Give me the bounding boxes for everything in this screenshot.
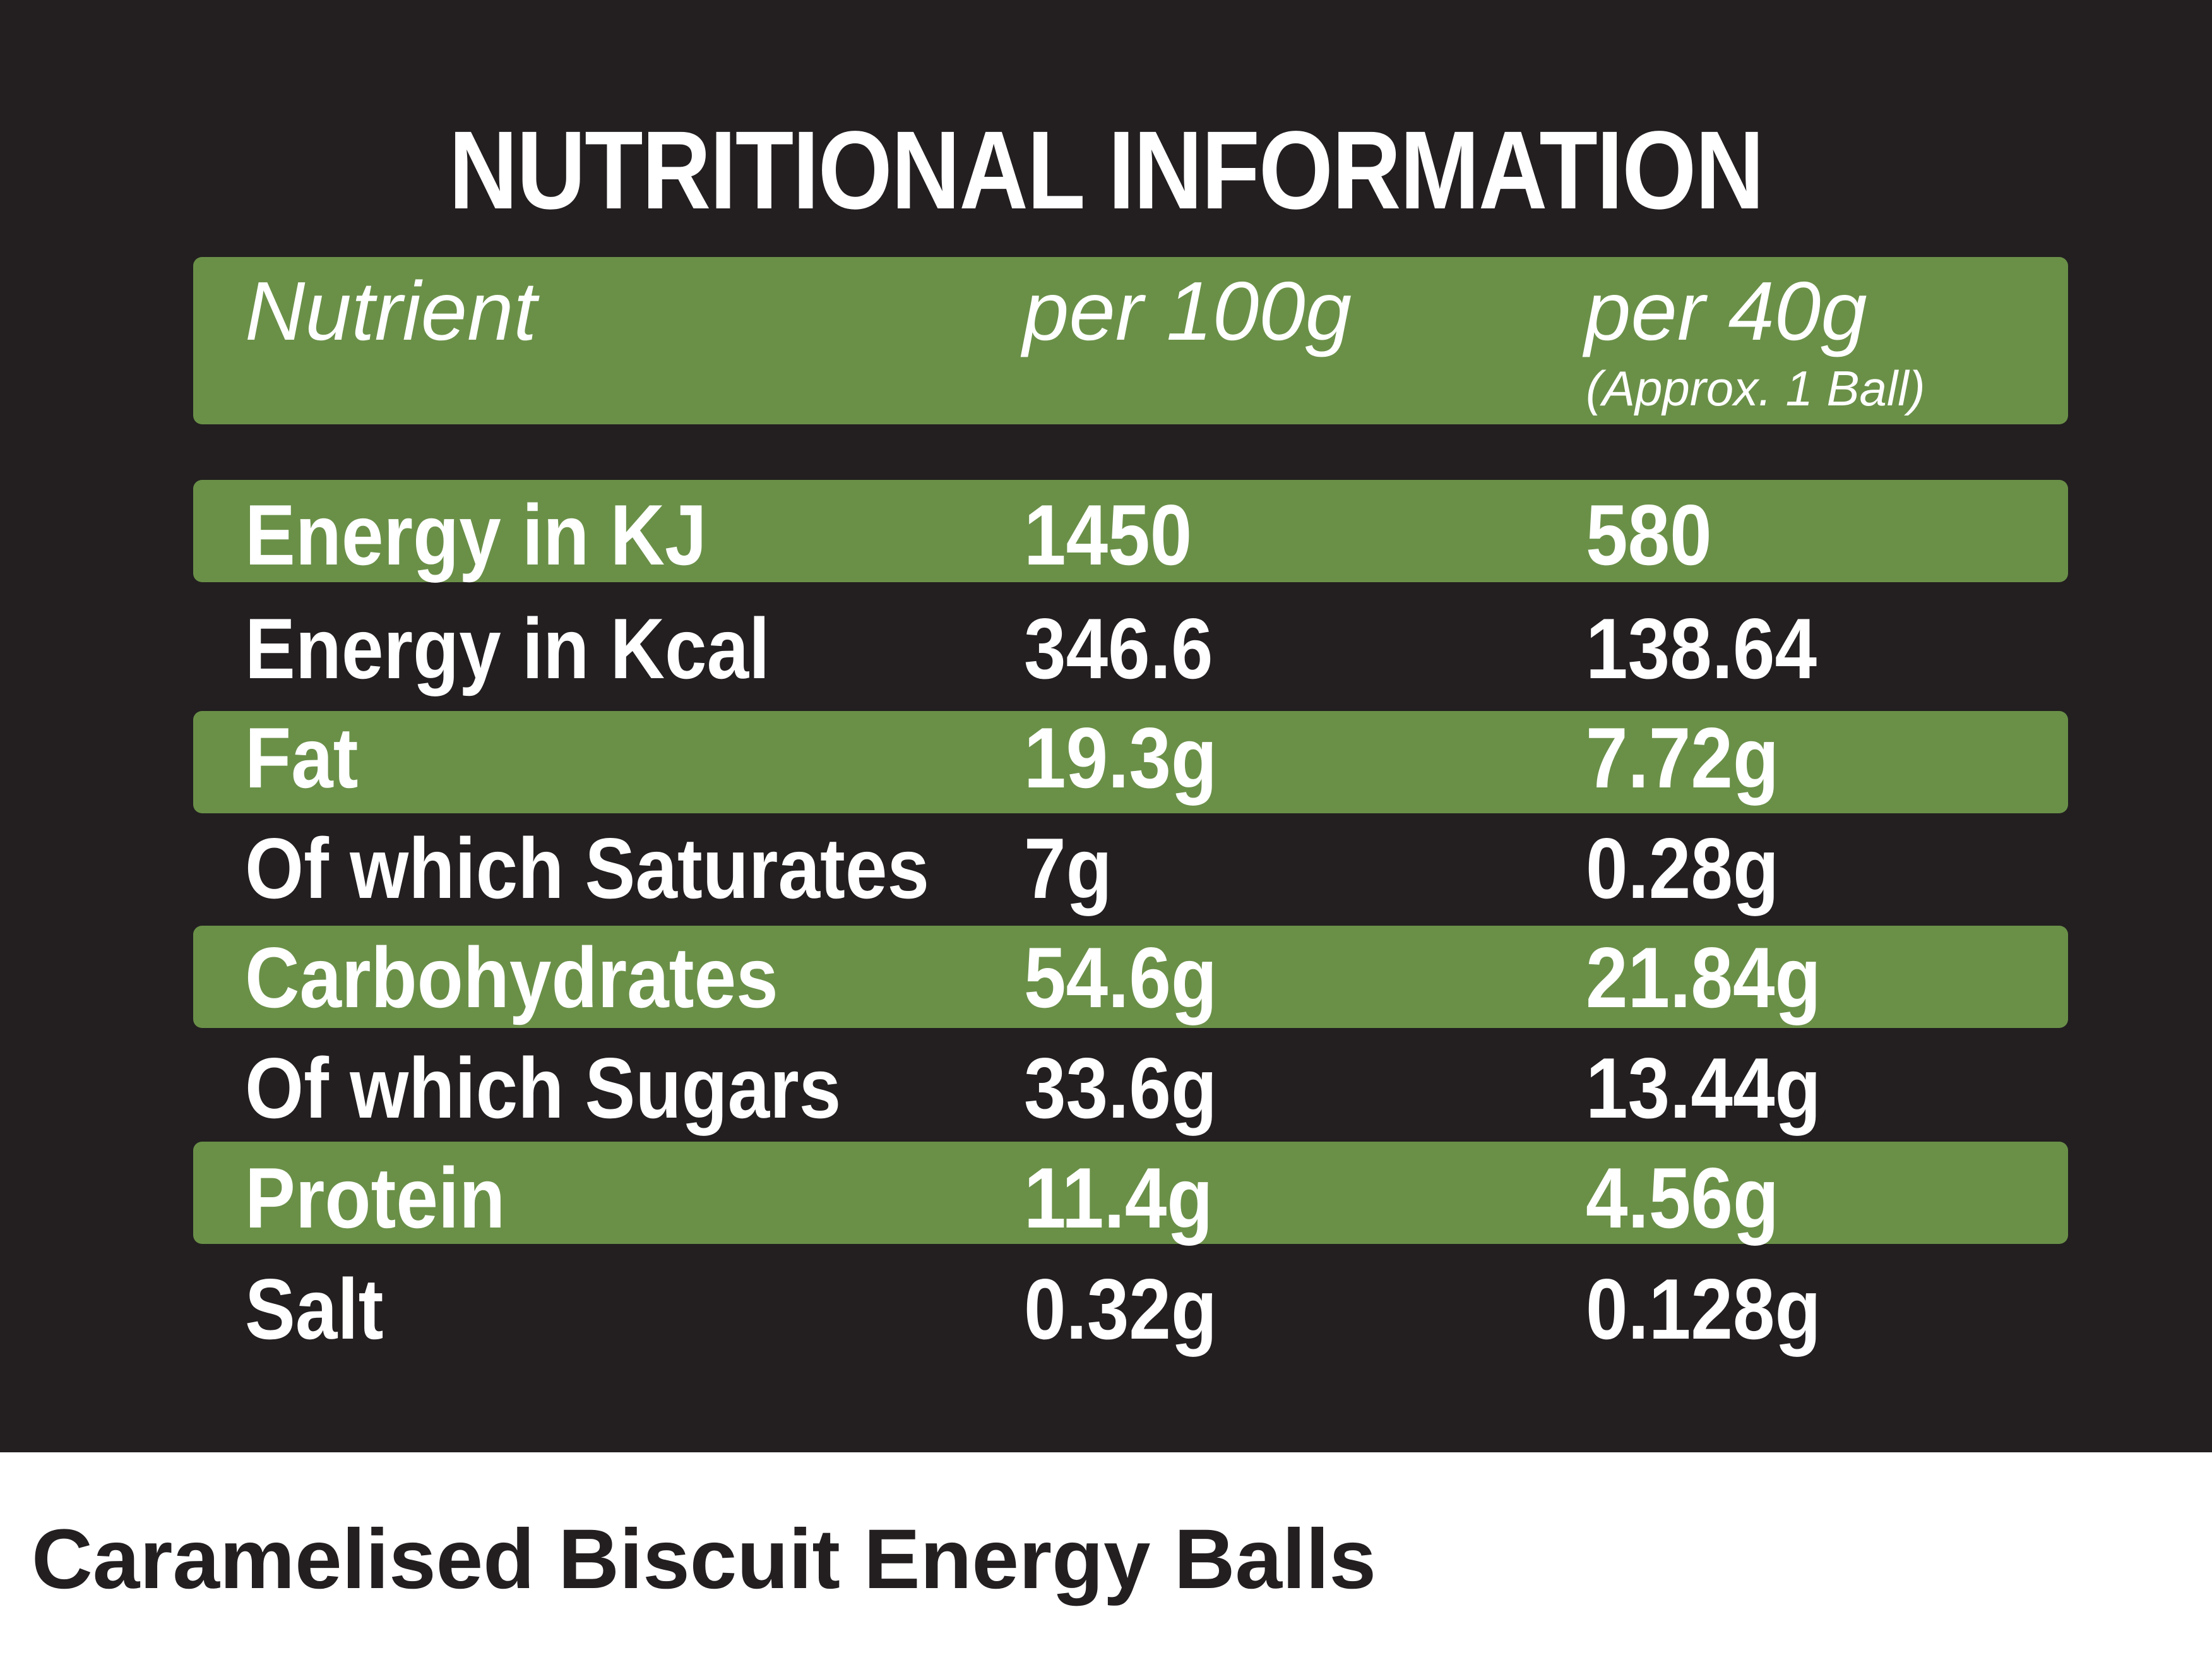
value-per-100g: 54.6g xyxy=(1024,929,1218,1025)
header-per-100g: per 100g xyxy=(1023,265,1352,357)
value-per-100g: 33.6g xyxy=(1024,1040,1218,1136)
header-nutrient: Nutrient xyxy=(245,265,537,357)
panel-title: NUTRITIONAL INFORMATION xyxy=(448,109,1764,232)
value-per-100g: 11.4g xyxy=(1024,1150,1213,1246)
value-per-100g: 19.3g xyxy=(1024,710,1218,806)
value-per-40g: 580 xyxy=(1586,487,1712,583)
header-band xyxy=(193,257,2068,424)
nutrient-name: Of which Sugars xyxy=(245,1040,841,1136)
value-per-40g: 0.128g xyxy=(1586,1261,1821,1357)
value-per-40g: 7.72g xyxy=(1586,710,1780,806)
value-per-40g: 4.56g xyxy=(1586,1150,1780,1246)
product-name: Caramelised Biscuit Energy Balls xyxy=(32,1512,1376,1606)
row-band xyxy=(193,1142,2068,1244)
row-band xyxy=(193,711,2068,813)
value-per-100g: 1450 xyxy=(1024,487,1192,583)
nutrient-name: Energy in KJ xyxy=(245,487,707,583)
nutrient-name: Carbohydrates xyxy=(245,929,778,1025)
nutrient-name: Fat xyxy=(245,710,359,806)
value-per-40g: 0.28g xyxy=(1586,820,1780,916)
nutrient-name: Energy in Kcal xyxy=(245,600,770,696)
row-band xyxy=(193,926,2068,1028)
value-per-40g: 21.84g xyxy=(1586,929,1821,1025)
value-per-40g: 138.64 xyxy=(1586,600,1817,696)
nutrient-name: Protein xyxy=(245,1150,506,1246)
nutrient-name: Of which Saturates xyxy=(245,820,930,916)
nutrient-name: Salt xyxy=(245,1261,384,1357)
value-per-40g: 13.44g xyxy=(1586,1040,1821,1136)
nutrition-panel: NUTRITIONAL INFORMATION Nutrient per 100… xyxy=(0,0,2212,1452)
row-band xyxy=(193,480,2068,582)
header-per-40g-note: (Approx. 1 Ball) xyxy=(1586,361,1925,416)
value-per-100g: 0.32g xyxy=(1024,1261,1218,1357)
value-per-100g: 7g xyxy=(1024,820,1112,916)
value-per-100g: 346.6 xyxy=(1024,600,1213,696)
header-per-40g: per 40g xyxy=(1585,265,1867,357)
